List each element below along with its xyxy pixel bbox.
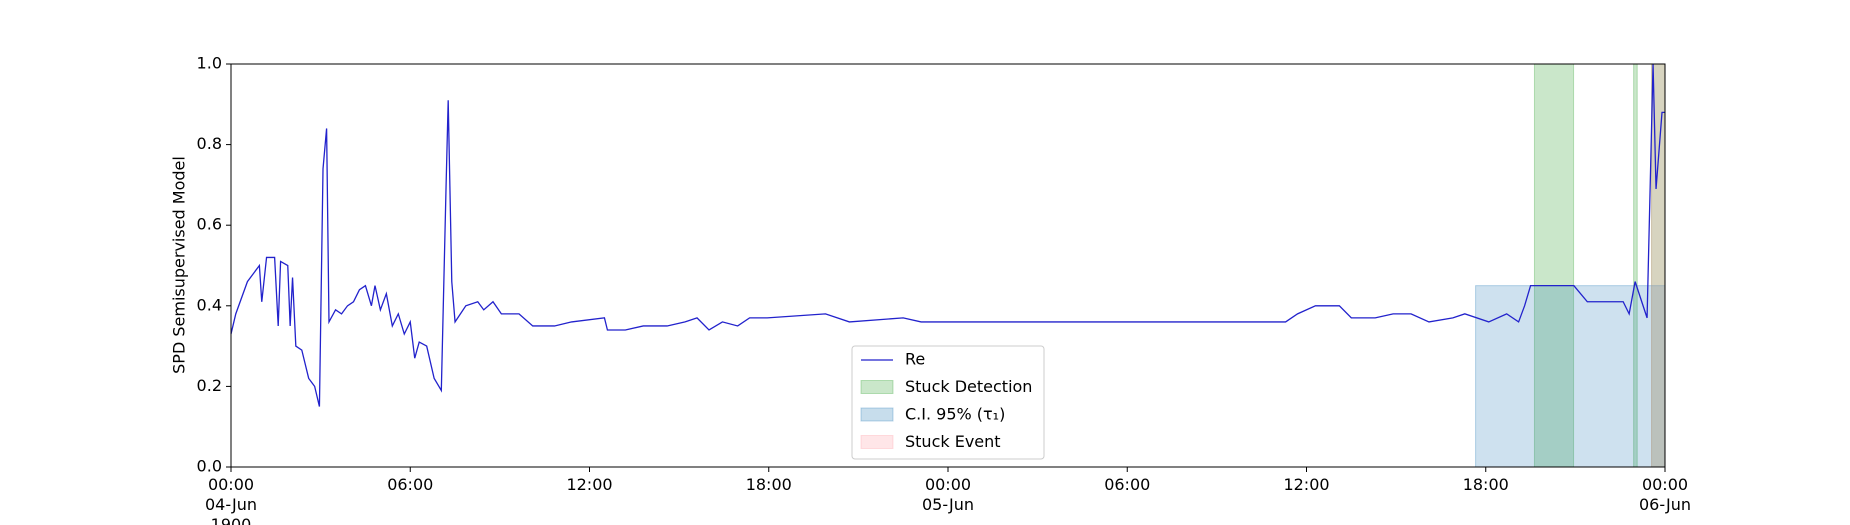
- legend-label: Stuck Detection: [905, 377, 1032, 396]
- y-axis-label: SPD Semisupervised Model: [170, 156, 189, 374]
- span: [1651, 63, 1666, 468]
- x-tick-label: 06:00: [387, 475, 434, 494]
- y-tick-label: 0.0: [197, 457, 222, 476]
- legend-patch: [860, 407, 894, 422]
- legend-patch: [860, 435, 894, 449]
- y-tick-label: 0.8: [197, 134, 222, 153]
- x-tick-label: 00:00 05-Jun: [921, 475, 975, 514]
- y-tick-label: 0.2: [197, 376, 222, 395]
- span: [1533, 63, 1575, 468]
- y-tick-label: 1.0: [197, 54, 222, 73]
- x-tick-label: 00:00 04-Jun 1900: [204, 475, 258, 525]
- legend-label: Stuck Event: [905, 432, 1001, 451]
- legend-label: Re: [905, 350, 925, 369]
- x-tick-label: 06:00: [1104, 475, 1151, 494]
- legend-label: C.I. 95% (τ₁): [905, 405, 1005, 424]
- y-tick-label: 0.4: [197, 295, 222, 314]
- legend-box: [851, 345, 1045, 460]
- y-tick-label: 0.6: [197, 215, 222, 234]
- x-tick-label: 18:00: [1462, 475, 1509, 494]
- legend-patch: [860, 380, 894, 394]
- line: [230, 63, 1665, 407]
- x-tick-label: 18:00: [745, 475, 792, 494]
- span: [1475, 285, 1666, 468]
- x-tick-label: 00:00 06-Jun: [1638, 475, 1692, 514]
- x-tick-label: 12:00: [566, 475, 613, 494]
- x-tick-label: 12:00: [1283, 475, 1330, 494]
